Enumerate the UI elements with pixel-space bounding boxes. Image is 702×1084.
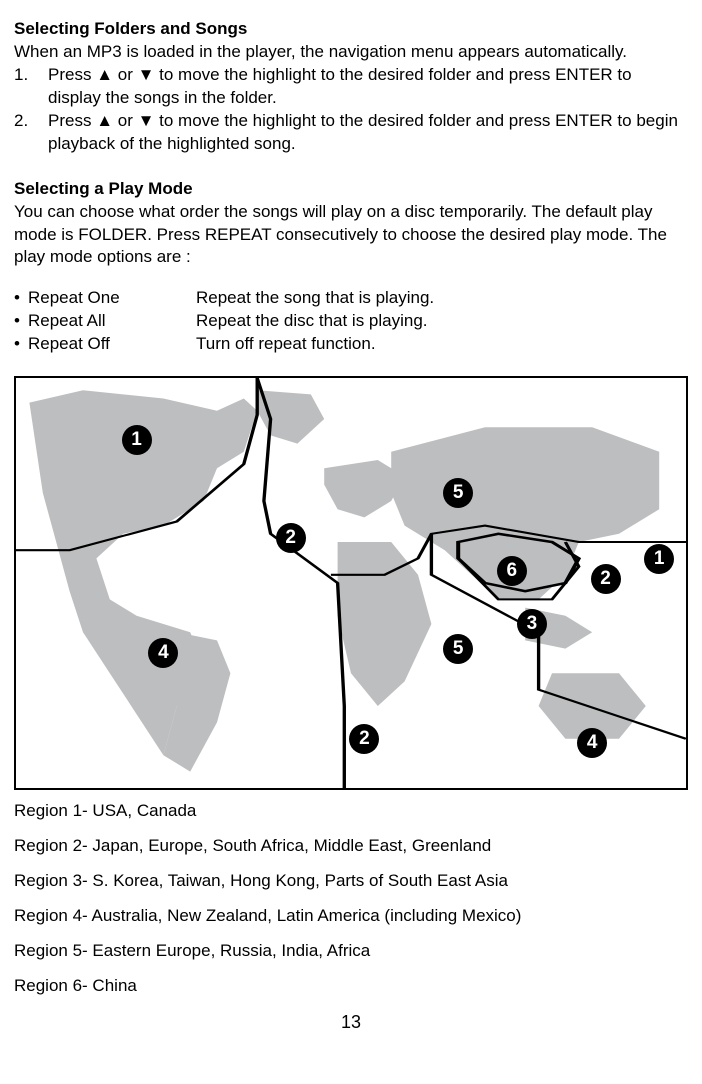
play-mode-label: Repeat All [28,310,196,333]
region-marker-4: 4 [148,638,178,668]
step-1: 1. Press ▲ or ▼ to move the highlight to… [14,64,688,110]
play-mode-item: •Repeat AllRepeat the disc that is playi… [14,310,688,333]
down-arrow-icon: ▼ [138,111,155,130]
play-mode-desc: Turn off repeat function. [196,333,688,356]
region-marker-5: 5 [443,478,473,508]
play-mode-desc: Repeat the disc that is playing. [196,310,688,333]
region-line-1: Region 1- USA, Canada [14,800,688,823]
dvd-region-map: 15216235424 [14,376,688,790]
down-arrow-icon: ▼ [138,65,155,84]
map-svg [16,378,686,788]
region-marker-4: 4 [577,728,607,758]
region-marker-2: 2 [591,564,621,594]
bullet-icon: • [14,310,28,333]
region-line-6: Region 6- China [14,975,688,998]
heading-play-mode: Selecting a Play Mode [14,178,688,201]
step-2-body: Press ▲ or ▼ to move the highlight to th… [48,110,688,156]
heading-selecting-folders: Selecting Folders and Songs [14,18,688,41]
page-number: 13 [14,1010,688,1034]
region-line-3: Region 3- S. Korea, Taiwan, Hong Kong, P… [14,870,688,893]
region-marker-1: 1 [122,425,152,455]
region-marker-3: 3 [517,609,547,639]
region-marker-1: 1 [644,544,674,574]
region-line-4: Region 4- Australia, New Zealand, Latin … [14,905,688,928]
play-mode-label: Repeat Off [28,333,196,356]
step-1-num: 1. [14,64,48,110]
play-mode-item: •Repeat OneRepeat the song that is playi… [14,287,688,310]
region-marker-2: 2 [349,724,379,754]
step-2: 2. Press ▲ or ▼ to move the highlight to… [14,110,688,156]
up-arrow-icon: ▲ [96,111,113,130]
intro-play-mode: You can choose what order the songs will… [14,201,688,270]
play-mode-desc: Repeat the song that is playing. [196,287,688,310]
region-marker-5: 5 [443,634,473,664]
play-mode-item: •Repeat OffTurn off repeat function. [14,333,688,356]
play-mode-label: Repeat One [28,287,196,310]
region-marker-6: 6 [497,556,527,586]
region-line-5: Region 5- Eastern Europe, Russia, India,… [14,940,688,963]
up-arrow-icon: ▲ [96,65,113,84]
bullet-icon: • [14,333,28,356]
step-1-body: Press ▲ or ▼ to move the highlight to th… [48,64,688,110]
step-2-num: 2. [14,110,48,156]
region-marker-2: 2 [276,523,306,553]
bullet-icon: • [14,287,28,310]
intro-selecting-folders: When an MP3 is loaded in the player, the… [14,41,688,64]
region-line-2: Region 2- Japan, Europe, South Africa, M… [14,835,688,858]
